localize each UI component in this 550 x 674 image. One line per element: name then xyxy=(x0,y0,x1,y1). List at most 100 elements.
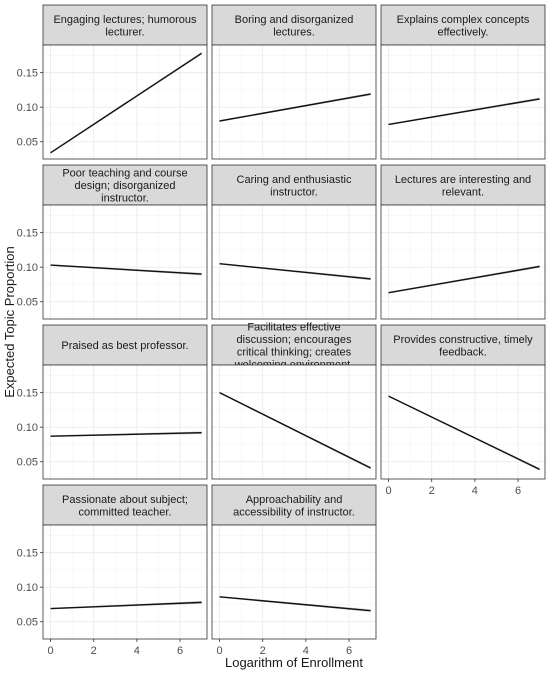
facet-title: Lectures are interesting and relevant. xyxy=(395,174,531,199)
x-tick-label: 6 xyxy=(346,645,352,657)
facet-title: Poor teaching and course design; disorgan… xyxy=(62,168,187,205)
facet-title-line: lectures. xyxy=(273,26,315,38)
facet-title: Approachability and accessibility of inst… xyxy=(233,494,355,519)
facet-title-line: Approachability and xyxy=(246,494,343,506)
facet-panel: Engaging lectures; humorous lecturer. 0.05… xyxy=(17,4,208,160)
y-axis-title: Expected Topic Proportion xyxy=(2,246,17,398)
facet-title-line: committed teacher. xyxy=(79,506,172,518)
facet-strip xyxy=(42,324,208,366)
facet-strip xyxy=(42,164,208,206)
trend-line xyxy=(50,601,202,610)
facet-title: Provides constructive, timely feedback. xyxy=(393,334,533,359)
panel-border xyxy=(211,524,377,640)
y-tick-label: 0.15 xyxy=(17,388,38,400)
facet-title-line: lecturer. xyxy=(105,26,144,38)
panel-border xyxy=(380,204,546,320)
trend-line xyxy=(50,264,202,275)
panel-border xyxy=(42,44,208,160)
x-tick-label: 0 xyxy=(216,645,222,657)
facet-strip xyxy=(380,164,546,206)
facet-panel: Boring and disorganized lectures. xyxy=(211,4,377,160)
facet-strip xyxy=(211,4,377,46)
x-tick-label: 2 xyxy=(260,645,266,657)
facet-strip xyxy=(211,324,377,366)
facet-strip xyxy=(42,4,208,46)
panel-border xyxy=(211,44,377,160)
facet-title: Boring and disorganized lectures. xyxy=(235,14,354,39)
y-tick-label: 0.05 xyxy=(17,457,38,469)
facet-title: Facilitates effective discussion; encoura… xyxy=(234,321,354,371)
facet-title-line: Caring and enthusiastic xyxy=(237,174,352,186)
facet-title-line: accessibility of instructor. xyxy=(233,506,355,518)
facet-title-line: instructor. xyxy=(101,193,149,205)
facet-title-line: Engaging lectures; humorous xyxy=(53,14,197,26)
facet-title: Engaging lectures; humorous lecturer. xyxy=(53,14,197,39)
facet-strip xyxy=(211,484,377,526)
facet-title-line: feedback. xyxy=(439,346,487,358)
facet-title: Explains complex concepts effectively. xyxy=(397,14,530,39)
x-tick-label: 4 xyxy=(472,485,478,497)
facet-strip xyxy=(42,484,208,526)
facet-panel: Caring and enthusiastic instructor. xyxy=(211,164,377,320)
trend-line xyxy=(219,93,371,122)
panel-border xyxy=(42,524,208,640)
facet-panel: Provides constructive, timely feedback. 0 2… xyxy=(380,324,546,497)
facet-title-line: Provides constructive, timely xyxy=(393,334,533,346)
facet-title-line: Praised as best professor. xyxy=(61,340,188,352)
trend-line xyxy=(388,395,540,470)
facet-title-line: design; disorganized xyxy=(75,180,176,192)
facet-title: Passionate about subject; committed teach… xyxy=(62,494,188,519)
facet-title-line: instructor. xyxy=(270,186,318,198)
trend-line xyxy=(219,392,371,469)
facet-title-line: effectively. xyxy=(438,26,489,38)
x-tick-label: 6 xyxy=(177,645,183,657)
facet-panel: Lectures are interesting and relevant. xyxy=(380,164,546,320)
facet-panel: Explains complex concepts effectively. xyxy=(380,4,546,160)
x-tick-label: 4 xyxy=(134,645,140,657)
panel-border xyxy=(211,204,377,320)
trend-line xyxy=(219,263,371,280)
facet-strip xyxy=(211,164,377,206)
facet-panel: Poor teaching and course design; disorgan… xyxy=(17,164,208,320)
facet-title-line: critical thinking; creates xyxy=(237,346,352,358)
y-tick-label: 0.10 xyxy=(17,262,38,274)
panel-border xyxy=(380,364,546,480)
y-tick-label: 0.10 xyxy=(17,102,38,114)
x-tick-label: 2 xyxy=(91,645,97,657)
x-tick-label: 4 xyxy=(303,645,309,657)
facet-title-line: Passionate about subject; xyxy=(62,494,188,506)
facet-title-line: discussion; encourages xyxy=(237,334,352,346)
facet-title: Caring and enthusiastic instructor. xyxy=(237,174,352,199)
y-tick-label: 0.15 xyxy=(17,228,38,240)
facet-title: Praised as best professor. xyxy=(61,340,188,352)
facet-panel: Facilitates effective discussion; encoura… xyxy=(211,321,377,480)
facet-title-line: relevant. xyxy=(442,186,484,198)
facet-strip xyxy=(380,324,546,366)
y-tick-label: 0.05 xyxy=(17,617,38,629)
y-tick-label: 0.10 xyxy=(17,582,38,594)
facet-strip xyxy=(380,4,546,46)
y-tick-label: 0.05 xyxy=(17,137,38,149)
x-tick-label: 6 xyxy=(515,485,521,497)
trend-line xyxy=(219,596,371,612)
facet-title-line: Poor teaching and course xyxy=(62,168,187,180)
panel-border xyxy=(211,364,377,480)
x-tick-label: 0 xyxy=(47,645,53,657)
facet-panel: Praised as best professor. 0.05 0.10 0.15 xyxy=(17,324,208,480)
panel-border xyxy=(42,364,208,480)
facet-title-line: Explains complex concepts xyxy=(397,14,530,26)
trend-line xyxy=(388,265,540,294)
panel-border xyxy=(42,204,208,320)
facet-panel: Approachability and accessibility of inst… xyxy=(211,484,377,657)
x-tick-label: 0 xyxy=(385,485,391,497)
facet-title-line: Lectures are interesting and xyxy=(395,174,531,186)
trend-line xyxy=(50,52,202,154)
y-tick-label: 0.15 xyxy=(17,68,38,80)
y-tick-label: 0.10 xyxy=(17,422,38,434)
y-tick-label: 0.15 xyxy=(17,548,38,560)
y-tick-label: 0.05 xyxy=(17,297,38,309)
facet-title-line: Boring and disorganized xyxy=(235,14,354,26)
facet-title-line: Facilitates effective xyxy=(247,321,340,333)
